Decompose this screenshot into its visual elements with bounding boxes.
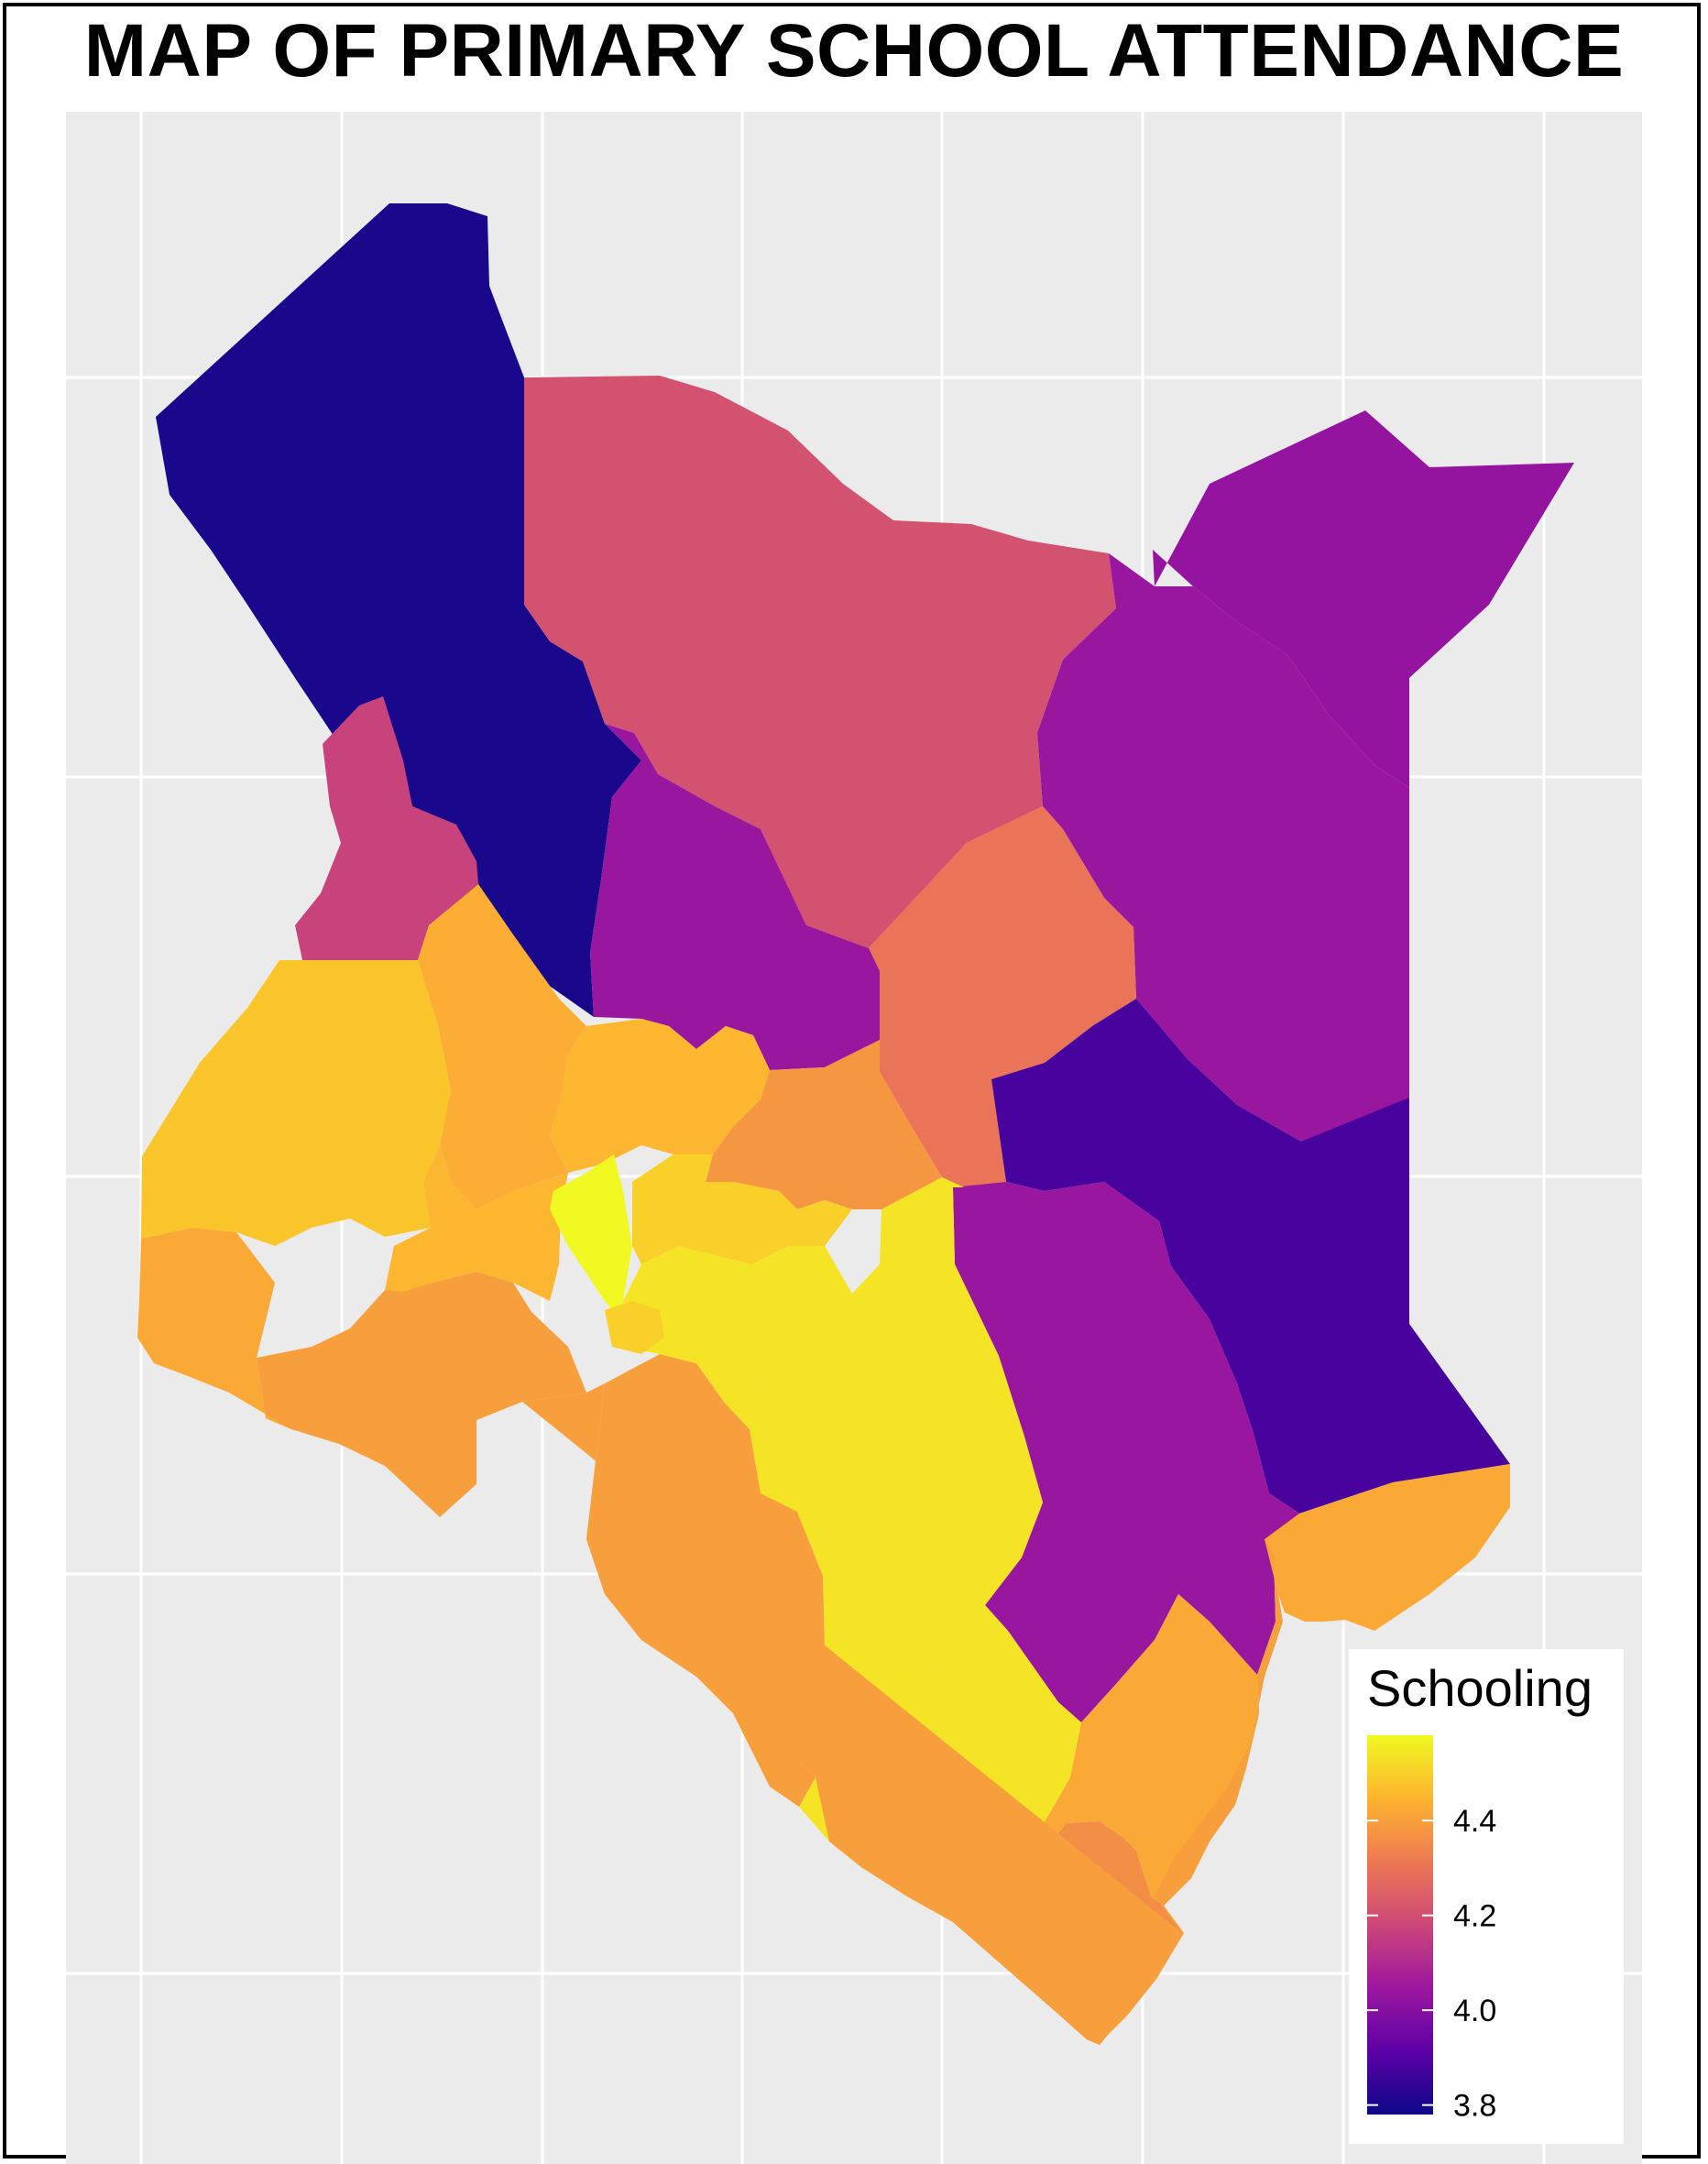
legend-tick-label: 4.2 xyxy=(1453,1899,1496,1934)
legend-ticks: 4.4 4.2 4.0 3.8 xyxy=(1367,1804,1496,2124)
region-kitui xyxy=(750,1177,1043,1704)
region-nakuru xyxy=(385,1145,568,1301)
region-muranga xyxy=(632,1154,852,1264)
region-mandera xyxy=(1153,410,1574,788)
region-migori xyxy=(137,1228,291,1429)
region-kajiado xyxy=(522,1383,1283,2045)
region-nairobi xyxy=(605,1301,664,1354)
legend-title: Schooling xyxy=(1367,1659,1593,1717)
region-west-pokot xyxy=(295,696,478,960)
region-western-cluster xyxy=(141,960,451,1246)
region-baringo xyxy=(418,884,586,1209)
legend-tick-label: 4.0 xyxy=(1453,1994,1496,2028)
region-narok xyxy=(257,1272,586,1517)
region-tana-river xyxy=(953,1182,1299,1722)
region-samburu xyxy=(590,724,880,1070)
region-turkana xyxy=(156,203,641,1017)
map-title: MAP OF PRIMARY SCHOOL ATTENDANCE xyxy=(83,9,1625,93)
legend-tick-label: 4.4 xyxy=(1453,1804,1496,1839)
region-machakos xyxy=(623,1246,852,1429)
legend-colorbar xyxy=(1367,1735,1433,2115)
legend-tick-label: 3.8 xyxy=(1453,2089,1496,2124)
legend: Schooling 4.4 4.2 4.0 3.8 xyxy=(1349,1649,1624,2144)
region-meru xyxy=(706,1040,942,1209)
region-marsabit xyxy=(524,376,1116,948)
region-laikipia xyxy=(550,1019,770,1173)
county-regions xyxy=(137,203,1574,2045)
region-isiolo xyxy=(834,806,1136,1187)
region-nyandarua xyxy=(550,1154,632,1319)
region-garissa xyxy=(991,999,1510,1514)
region-lamu xyxy=(1265,1464,1510,1631)
region-wajir xyxy=(1037,553,1409,1142)
